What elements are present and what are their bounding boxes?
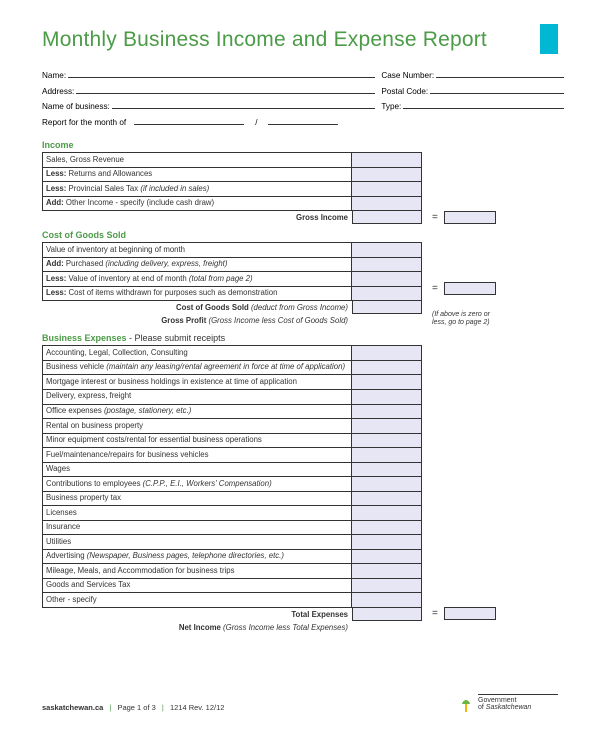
expense-value-cell[interactable]: [352, 419, 422, 434]
postal-code-field[interactable]: [430, 84, 564, 94]
expense-value-cell[interactable]: [352, 375, 422, 390]
cogs-value-cell[interactable]: [352, 272, 422, 287]
gross-income-label: Gross Income: [42, 211, 352, 224]
table-row: Business property tax: [43, 491, 352, 506]
table-row: Insurance: [43, 520, 352, 535]
net-income-label: Net Income (Gross Income less Total Expe…: [42, 621, 352, 634]
table-row: Contributions to employees (C.P.P., E.I.…: [43, 477, 352, 492]
cogs-total-box[interactable]: [352, 301, 422, 314]
table-row: Goods and Services Tax: [43, 578, 352, 593]
table-row: Delivery, express, freight: [43, 389, 352, 404]
footer-rev: 1214 Rev. 12/12: [170, 703, 225, 712]
gross-income-total[interactable]: [444, 211, 496, 224]
income-value-cell[interactable]: [352, 153, 422, 168]
total-expenses-box[interactable]: [352, 608, 422, 621]
business-name-field[interactable]: [112, 99, 376, 109]
expense-value-cell[interactable]: [352, 346, 422, 361]
income-table: Sales, Gross Revenue Less: Returns and A…: [42, 152, 422, 211]
page-footer: saskatchewan.ca | Page 1 of 3 | 1214 Rev…: [42, 694, 558, 712]
expense-value-cell[interactable]: [352, 404, 422, 419]
gross-profit-total[interactable]: [444, 282, 496, 295]
case-number-field[interactable]: [436, 68, 564, 78]
expense-value-cell[interactable]: [352, 549, 422, 564]
type-field[interactable]: [403, 99, 564, 109]
expense-value-cell[interactable]: [352, 462, 422, 477]
income-heading: Income: [42, 140, 564, 150]
table-row: Other - specify: [43, 593, 352, 608]
government-logo: Governmentof Saskatchewan: [458, 694, 558, 712]
address-label: Address:: [42, 84, 74, 100]
equals-sign: =: [432, 608, 438, 619]
table-row: Office expenses (postage, stationery, et…: [43, 404, 352, 419]
type-label: Type:: [381, 99, 401, 115]
business-name-label: Name of business:: [42, 99, 110, 115]
expenses-table: Accounting, Legal, Collection, Consultin…: [42, 345, 422, 607]
expense-value-cell[interactable]: [352, 433, 422, 448]
cogs-heading: Cost of Goods Sold: [42, 230, 564, 240]
table-row: Mileage, Meals, and Accommodation for bu…: [43, 564, 352, 579]
table-row: Add: Purchased (including delivery, expr…: [43, 257, 352, 272]
report-month-label: Report for the month of: [42, 115, 126, 131]
income-value-cell[interactable]: [352, 182, 422, 197]
gross-profit-label: Gross Profit (Gross Income less Cost of …: [42, 314, 352, 327]
expense-value-cell[interactable]: [352, 535, 422, 550]
cogs-value-cell[interactable]: [352, 243, 422, 258]
page-title: Monthly Business Income and Expense Repo…: [42, 28, 564, 52]
header-fields: Name: Case Number: Address: Postal Code:…: [42, 68, 564, 130]
footer-page: Page 1 of 3: [117, 703, 155, 712]
expense-value-cell[interactable]: [352, 477, 422, 492]
table-row: Fuel/maintenance/repairs for business ve…: [43, 448, 352, 463]
table-row: Less: Provincial Sales Tax (if included …: [43, 182, 352, 197]
expense-value-cell[interactable]: [352, 593, 422, 608]
table-row: Minor equipment costs/rental for essenti…: [43, 433, 352, 448]
report-month-field-1[interactable]: [134, 115, 244, 125]
equals-sign: =: [432, 283, 438, 294]
income-value-cell[interactable]: [352, 196, 422, 211]
expense-value-cell[interactable]: [352, 491, 422, 506]
cogs-total-label: Cost of Goods Sold (deduct from Gross In…: [42, 301, 352, 314]
table-row: Rental on business property: [43, 419, 352, 434]
address-field[interactable]: [76, 84, 375, 94]
expense-value-cell[interactable]: [352, 448, 422, 463]
name-label: Name:: [42, 68, 66, 84]
cogs-value-cell[interactable]: [352, 286, 422, 301]
gross-income-box[interactable]: [352, 211, 422, 224]
table-row: Sales, Gross Revenue: [43, 153, 352, 168]
slash: /: [255, 115, 257, 131]
table-row: Business vehicle (maintain any leasing/r…: [43, 360, 352, 375]
table-row: Accounting, Legal, Collection, Consultin…: [43, 346, 352, 361]
case-number-label: Case Number:: [381, 68, 434, 84]
equals-sign: =: [432, 212, 438, 223]
table-row: Mortgage interest or business holdings i…: [43, 375, 352, 390]
table-row: Wages: [43, 462, 352, 477]
expense-value-cell[interactable]: [352, 564, 422, 579]
table-row: Utilities: [43, 535, 352, 550]
postal-code-label: Postal Code:: [381, 84, 428, 100]
table-row: Less: Returns and Allowances: [43, 167, 352, 182]
net-income-total[interactable]: [444, 607, 496, 620]
table-row: Add: Other Income - specify (include cas…: [43, 196, 352, 211]
cogs-value-cell[interactable]: [352, 257, 422, 272]
footer-site: saskatchewan.ca: [42, 703, 103, 712]
total-expenses-label: Total Expenses: [42, 608, 352, 621]
expense-value-cell[interactable]: [352, 389, 422, 404]
table-row: Value of inventory at beginning of month: [43, 243, 352, 258]
expense-value-cell[interactable]: [352, 506, 422, 521]
report-month-field-2[interactable]: [268, 115, 338, 125]
table-row: Advertising (Newspaper, Business pages, …: [43, 549, 352, 564]
income-value-cell[interactable]: [352, 167, 422, 182]
table-row: Less: Value of inventory at end of month…: [43, 272, 352, 287]
wheat-sheaf-icon: [458, 694, 474, 712]
name-field[interactable]: [68, 68, 375, 78]
table-row: Less: Cost of items withdrawn for purpos…: [43, 286, 352, 301]
expense-value-cell[interactable]: [352, 520, 422, 535]
expenses-heading: Business Expenses - Please submit receip…: [42, 333, 564, 343]
expense-value-cell[interactable]: [352, 578, 422, 593]
cogs-table: Value of inventory at beginning of month…: [42, 242, 422, 301]
header-accent-bar: [540, 24, 558, 54]
cogs-note: (If above is zero or less, go to page 2): [432, 311, 504, 328]
table-row: Licenses: [43, 506, 352, 521]
expense-value-cell[interactable]: [352, 360, 422, 375]
form-page: Monthly Business Income and Expense Repo…: [0, 0, 600, 730]
